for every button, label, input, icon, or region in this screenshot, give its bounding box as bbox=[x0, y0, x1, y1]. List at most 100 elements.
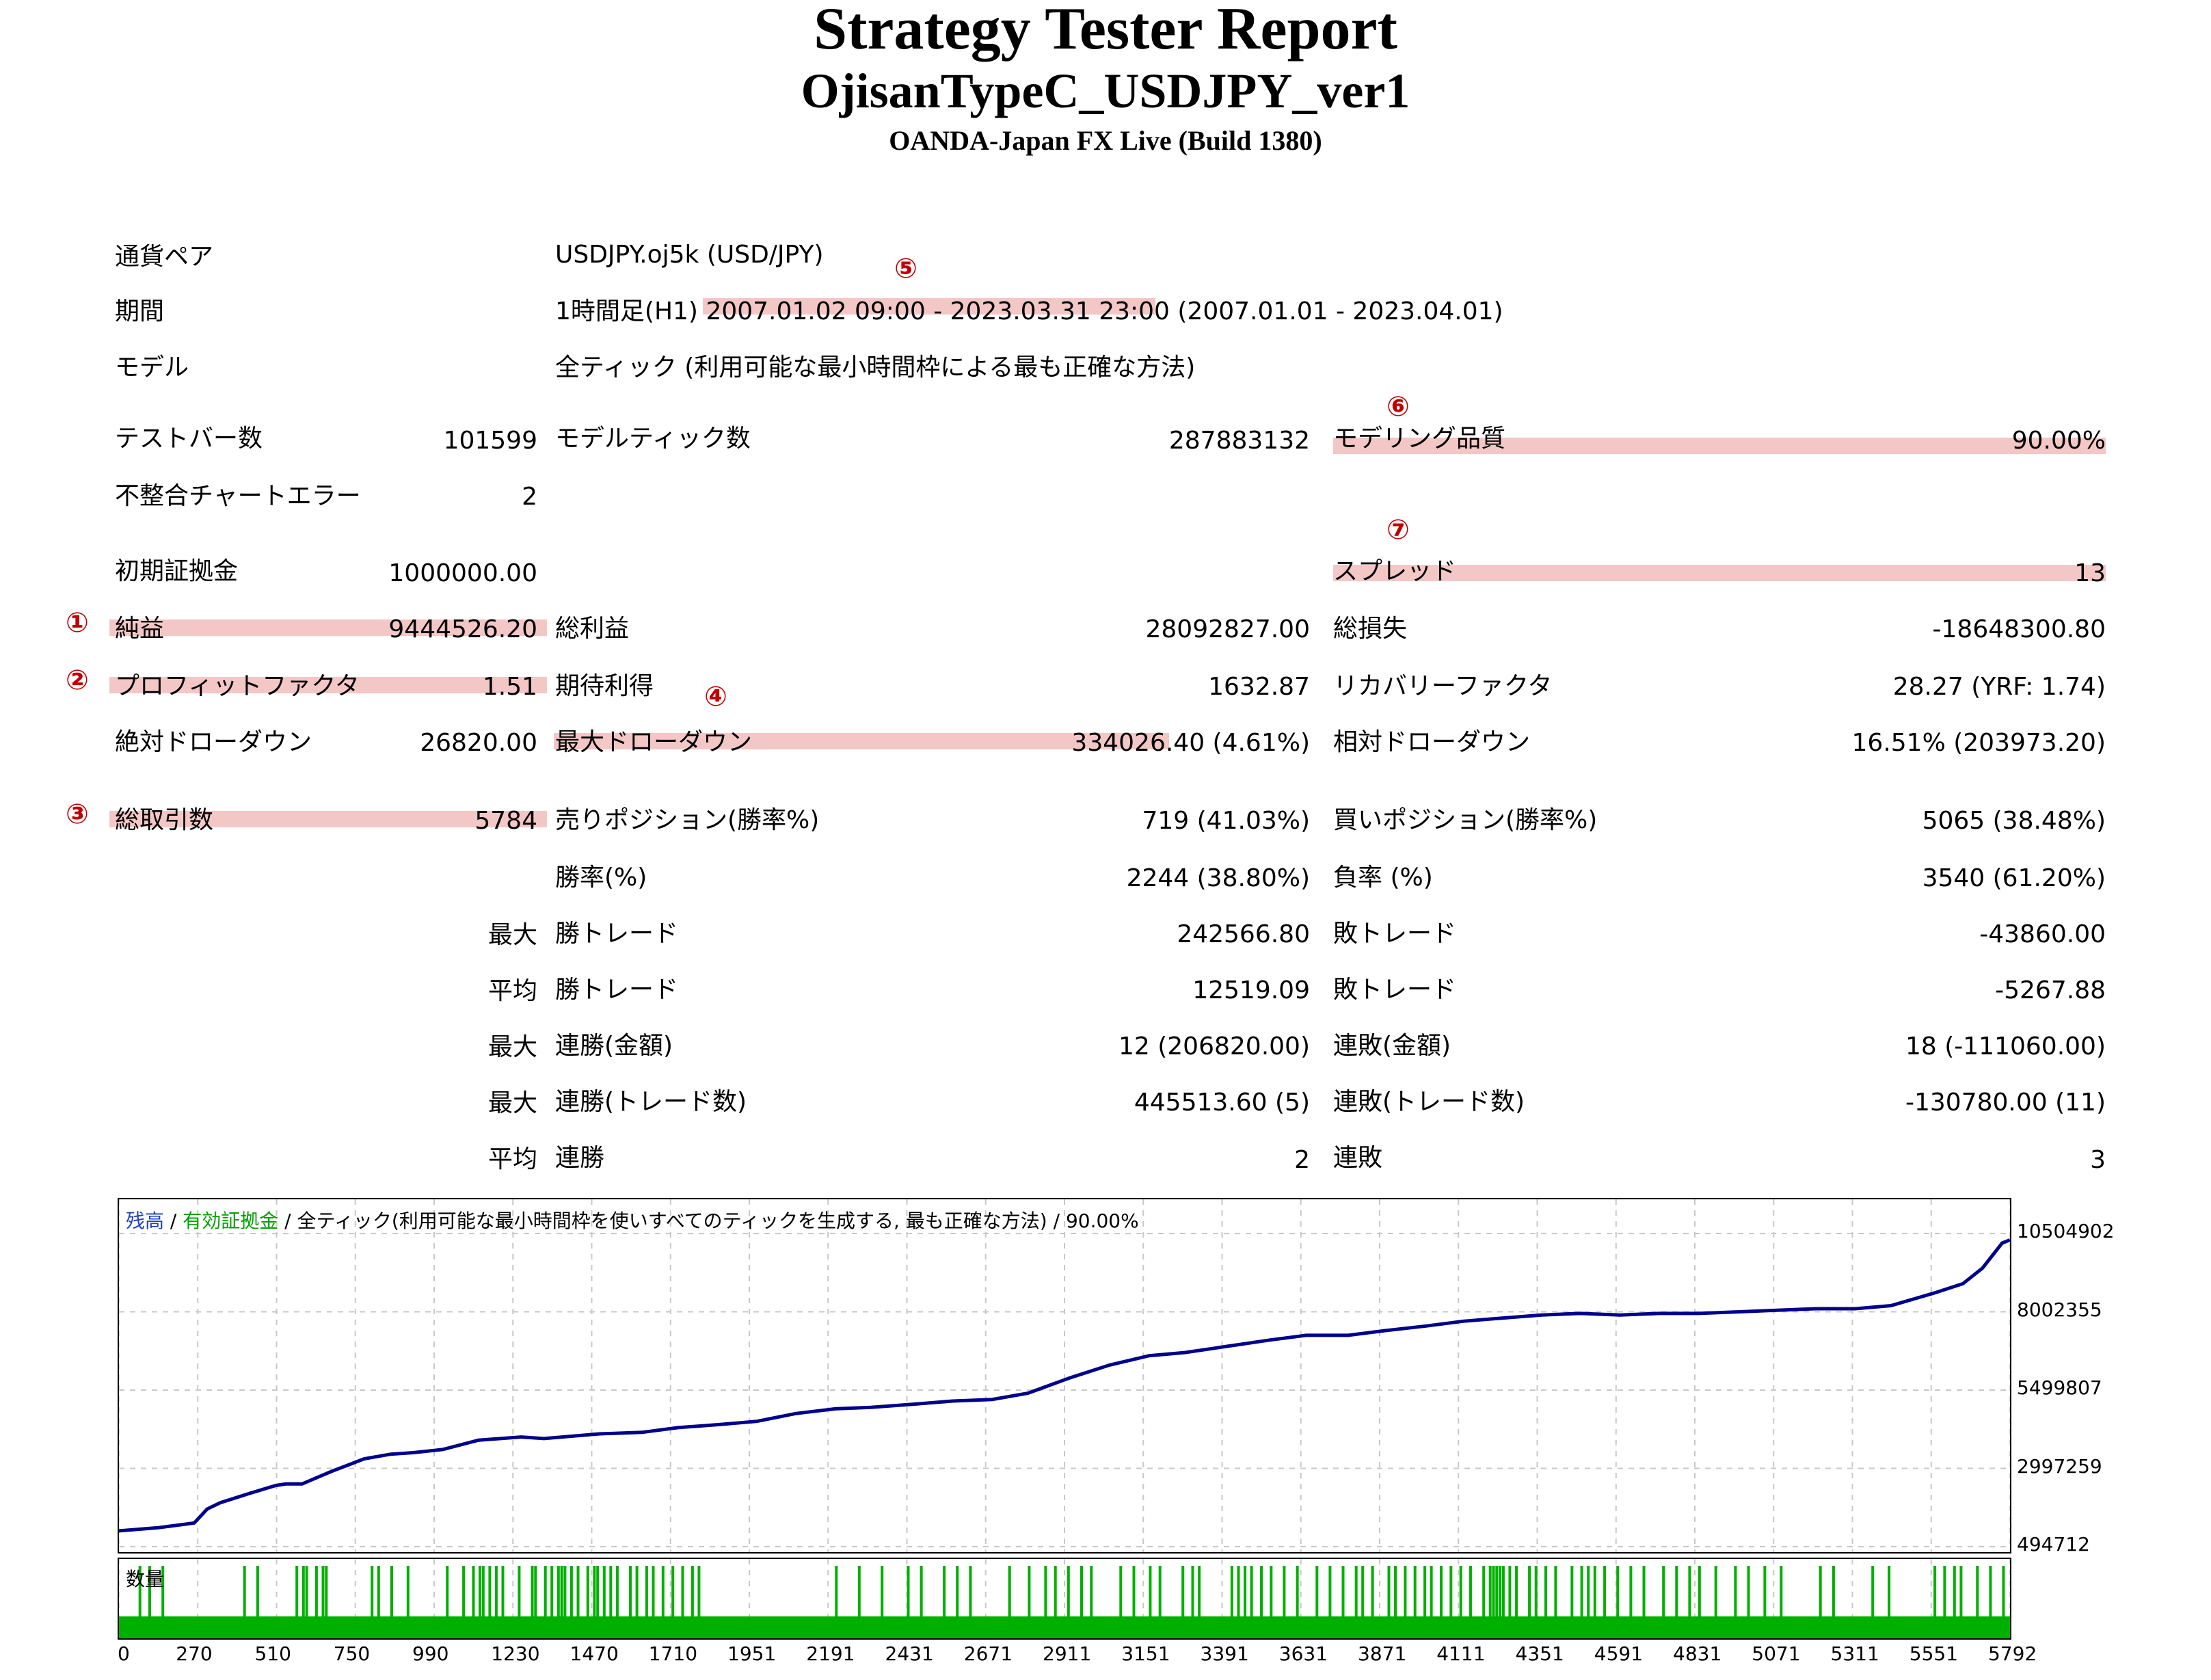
volume-spike bbox=[1616, 1566, 1620, 1621]
volume-spike bbox=[881, 1566, 884, 1621]
net-label: 純益 bbox=[115, 615, 165, 643]
volume-spike bbox=[1593, 1566, 1596, 1621]
x-tick-label: 1230 bbox=[491, 1642, 540, 1665]
volume-spike bbox=[371, 1566, 374, 1621]
volume-spike bbox=[1404, 1566, 1407, 1621]
consec-loss-trades-label: 連敗(トレード数) bbox=[1333, 1088, 1525, 1116]
volume-spike bbox=[609, 1566, 613, 1621]
net-value: 9444526.20 bbox=[388, 615, 537, 643]
volume-spike bbox=[406, 1566, 410, 1621]
x-tick-label: 4111 bbox=[1436, 1642, 1486, 1665]
volume-spike bbox=[1570, 1566, 1574, 1621]
volume-spike bbox=[544, 1566, 547, 1621]
ticks-value: 287883132 bbox=[1168, 427, 1310, 455]
x-tick-label: 4591 bbox=[1594, 1642, 1644, 1665]
short-value: 719 (41.03%) bbox=[1142, 807, 1310, 835]
volume-spike bbox=[494, 1566, 498, 1621]
long-label: 買いポジション(勝率%) bbox=[1333, 806, 1598, 834]
volume-spike bbox=[661, 1566, 665, 1621]
winrate-value: 2244 (38.80%) bbox=[1126, 864, 1310, 892]
pair-label: 通貨ペア bbox=[115, 243, 214, 271]
volume-spike bbox=[1508, 1566, 1512, 1621]
volume-spike bbox=[1413, 1566, 1417, 1621]
volume-spike bbox=[550, 1566, 554, 1621]
marker-2: ② bbox=[66, 665, 89, 696]
consec-win-trades-value: 445513.60 (5) bbox=[1134, 1089, 1310, 1117]
highlight-quality bbox=[1333, 438, 2106, 454]
x-tick-label: 3631 bbox=[1278, 1642, 1328, 1665]
x-tick-label: 5551 bbox=[1909, 1642, 1959, 1665]
volume-spike bbox=[635, 1566, 639, 1621]
volume-spike bbox=[1080, 1566, 1083, 1621]
volume-spike bbox=[314, 1566, 318, 1621]
volume-spike bbox=[1459, 1566, 1462, 1621]
server-name: OANDA-Japan FX Live (Build 1380) bbox=[889, 125, 1322, 156]
abs-dd-value: 26820.00 bbox=[420, 729, 537, 757]
highlight-net bbox=[109, 619, 547, 636]
ticks-label: モデルティック数 bbox=[555, 425, 751, 453]
volume-spike bbox=[857, 1566, 861, 1621]
volume-spike bbox=[138, 1566, 142, 1621]
volume-spike bbox=[907, 1566, 910, 1621]
x-tick-label: 750 bbox=[333, 1642, 371, 1665]
x-tick-label: 2911 bbox=[1043, 1642, 1092, 1665]
pf-value: 1.51 bbox=[482, 673, 537, 701]
gross-profit-value: 28092827.00 bbox=[1145, 615, 1311, 643]
volume-spike bbox=[161, 1566, 165, 1621]
volume-spike bbox=[602, 1566, 606, 1621]
bars-value: 101599 bbox=[443, 427, 537, 455]
x-tick-label: 4351 bbox=[1515, 1642, 1564, 1665]
volume-spike bbox=[1237, 1566, 1240, 1621]
volume-spike bbox=[943, 1566, 946, 1621]
x-tick-label: 2671 bbox=[963, 1642, 1013, 1665]
volume-spike bbox=[1250, 1566, 1253, 1621]
consec-loss-trades-value: -130780.00 (11) bbox=[1905, 1089, 2106, 1117]
volume-spike bbox=[481, 1566, 485, 1621]
abs-dd-label: 絶対ドローダウン bbox=[115, 728, 312, 756]
avg-word-2: 平均 bbox=[487, 1145, 537, 1173]
trades-value: 5784 bbox=[474, 807, 537, 835]
volume-spike bbox=[1580, 1566, 1583, 1621]
volume-spike bbox=[1501, 1566, 1505, 1621]
model-value: 全ティック (利用可能な最小時間枠による最も正確な方法) bbox=[555, 354, 1196, 382]
volume-spike bbox=[1544, 1566, 1547, 1621]
volume-spike bbox=[1423, 1566, 1427, 1621]
x-tick-label: 1470 bbox=[570, 1642, 619, 1665]
volume-spike bbox=[325, 1566, 328, 1621]
volume-spike bbox=[1528, 1566, 1531, 1621]
volume-spike bbox=[557, 1566, 560, 1621]
long-value: 5065 (38.48%) bbox=[1922, 807, 2106, 835]
consec-loss-amount-value: 18 (-111060.00) bbox=[1905, 1032, 2106, 1061]
y-tick-label: 2997259 bbox=[2017, 1454, 2102, 1478]
volume-spike bbox=[671, 1566, 675, 1621]
max-word-1: 最大 bbox=[487, 921, 537, 949]
lossrate-label: 負率 (%) bbox=[1333, 864, 1433, 892]
volume-spike bbox=[1747, 1566, 1750, 1621]
spread-value: 13 bbox=[2074, 559, 2106, 587]
recovery-label: リカバリーファクタ bbox=[1333, 672, 1553, 700]
spread-label: スプレッド bbox=[1333, 557, 1457, 585]
model-label: モデル bbox=[115, 354, 189, 382]
volume-spike bbox=[1260, 1566, 1263, 1621]
max-loss-value: -43860.00 bbox=[1979, 920, 2106, 948]
max-loss-label: 敗トレード bbox=[1333, 920, 1457, 948]
volume-spike bbox=[1244, 1566, 1247, 1621]
ea-name: OjisanTypeC_USDJPY_ver1 bbox=[801, 64, 1410, 118]
volume-spike bbox=[1603, 1566, 1607, 1621]
volume-spike bbox=[1871, 1566, 1875, 1621]
max-dd-value: 334026.40 (4.61%) bbox=[1071, 729, 1310, 757]
pair-value: USDJPY.oj5k (USD/JPY) bbox=[555, 241, 824, 269]
volume-spike bbox=[697, 1566, 701, 1621]
avg-win-label: 勝トレード bbox=[555, 976, 679, 1004]
volume-spike bbox=[472, 1566, 475, 1621]
volume-spike bbox=[1780, 1566, 1783, 1621]
volume-spike bbox=[1270, 1566, 1273, 1621]
volume-spike bbox=[1698, 1566, 1701, 1621]
gross-loss-label: 総損失 bbox=[1333, 615, 1408, 643]
marker-5: ⑤ bbox=[894, 253, 917, 284]
volume-spike bbox=[1090, 1566, 1093, 1621]
volume-spike bbox=[1328, 1566, 1332, 1621]
bars-label: テストバー数 bbox=[115, 425, 263, 453]
volume-spike bbox=[1119, 1566, 1123, 1621]
avg-loss-label: 敗トレード bbox=[1333, 976, 1457, 1004]
